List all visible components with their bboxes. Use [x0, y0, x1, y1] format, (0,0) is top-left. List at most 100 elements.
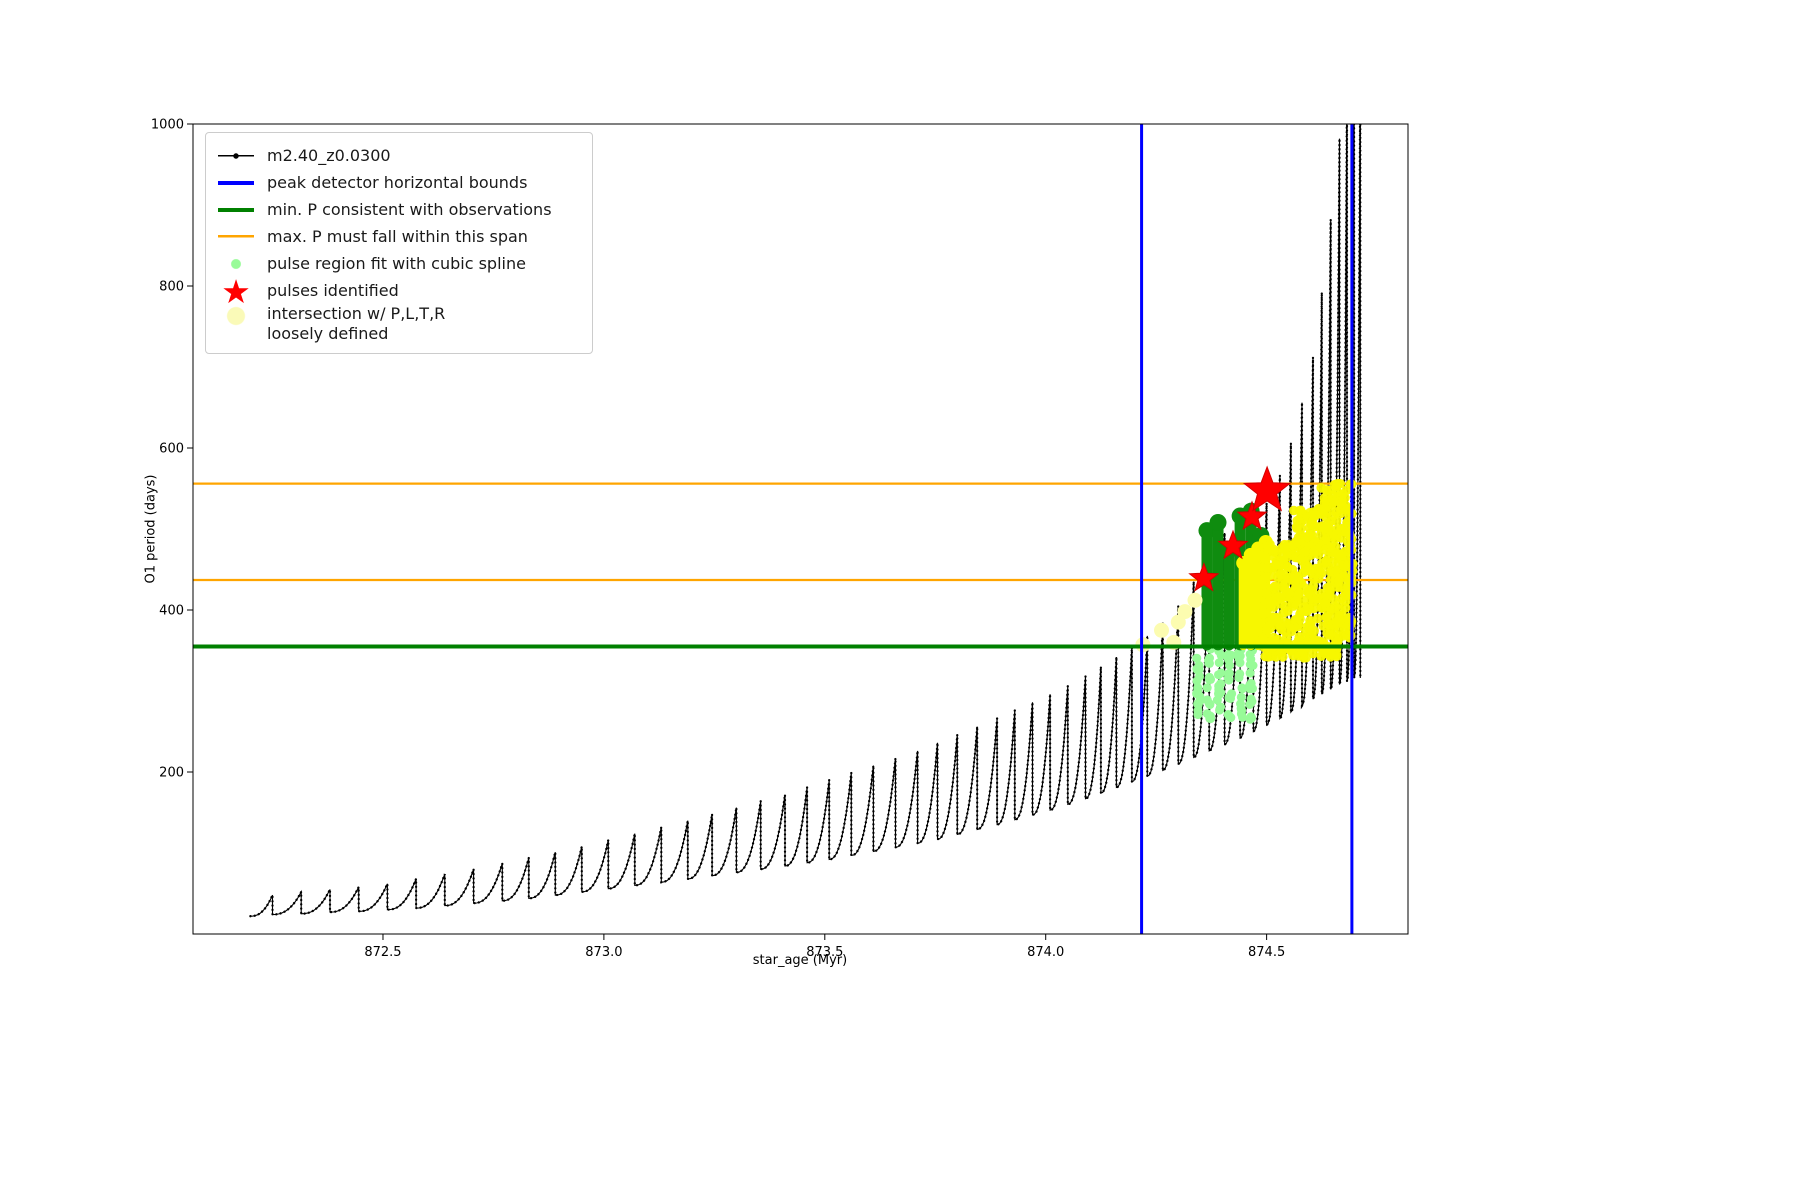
legend-item-track: m2.40_z0.0300 [218, 142, 580, 169]
intersection-point [1325, 586, 1335, 597]
spline-fit-point [1192, 664, 1202, 674]
intersection-point [1304, 530, 1314, 541]
spline-fit-point [1212, 695, 1222, 705]
intersection-point [1258, 633, 1268, 644]
spline-fit-point [1192, 653, 1202, 663]
intersection-loose-point [1154, 622, 1169, 638]
intersection-point [1294, 632, 1305, 642]
intersection-point [1312, 613, 1323, 624]
spline-fit-point [1235, 651, 1245, 661]
y-tick-label: 1000 [151, 118, 184, 133]
intersection-point [1332, 481, 1342, 492]
legend-item-pulses: ★ pulses identified [218, 271, 580, 311]
intersection-point [1267, 597, 1277, 607]
legend-item-peak-bounds: peak detector horizontal bounds [218, 169, 580, 196]
plot-frame [192, 123, 1409, 935]
intersection-point [1301, 565, 1312, 576]
lightgreen-dot-marker-icon [218, 253, 254, 274]
spline-fit-point [1223, 673, 1233, 683]
legend: m2.40_z0.0300 peak detector horizontal b… [205, 132, 593, 354]
spline-fit-point [1214, 658, 1224, 668]
intersection-point [1291, 537, 1302, 548]
intersection-point [1336, 497, 1347, 508]
intersection-point [1297, 647, 1308, 658]
intersection-point [1267, 616, 1277, 626]
spline-fit-point [1193, 706, 1203, 715]
intersection-point [1332, 524, 1342, 535]
spline-fit-point [1246, 712, 1256, 722]
x-tick-label: 874.0 [1027, 945, 1064, 960]
intersection-loose-point [1177, 604, 1193, 620]
orange-line-marker-icon [218, 226, 254, 247]
intersection-point [1325, 575, 1336, 585]
x-tick-label: 874.5 [1248, 945, 1285, 960]
legend-item-label: peak detector horizontal bounds [267, 172, 528, 192]
legend-item-label: min. P consistent with observations [267, 199, 552, 219]
legend-item-min-p: min. P consistent with observations [218, 196, 580, 223]
spline-fit-point [1202, 695, 1212, 705]
intersection-point [1292, 599, 1302, 610]
spline-fit-point [1192, 676, 1202, 686]
intersection-point [1306, 520, 1317, 530]
legend-item-label: max. P must fall within this span [267, 226, 528, 246]
intersection-point [1334, 631, 1345, 642]
intersection-point [1319, 497, 1330, 508]
spline-fit-point [1205, 713, 1215, 723]
intersection-point [1331, 507, 1342, 518]
intersection-point [1282, 632, 1292, 642]
intersection-point [1333, 582, 1343, 592]
spline-fit-point [1246, 694, 1256, 704]
intersection-point [1295, 614, 1305, 624]
intersection-point [1331, 565, 1341, 576]
x-tick-label: 873.0 [585, 945, 622, 960]
green-line-marker-icon [218, 199, 254, 220]
spline-fit-point [1205, 675, 1214, 685]
intersection-point [1309, 603, 1319, 614]
intersection-point [1316, 568, 1327, 578]
intersection-point [1305, 626, 1315, 636]
spline-fit-point [1193, 683, 1203, 693]
x-tick-label: 873.5 [806, 945, 843, 960]
legend-item-label: m2.40_z0.0300 [267, 145, 391, 165]
spline-fit-point [1238, 712, 1247, 722]
spline-fit-point [1225, 660, 1234, 670]
spline-fit-point [1216, 702, 1226, 712]
intersection-point [1318, 621, 1328, 631]
intersection-point [1308, 581, 1319, 591]
intersection-point [1322, 508, 1332, 518]
intersection-point [1320, 535, 1331, 545]
intersection-point [1289, 505, 1299, 516]
intersection-point [1333, 548, 1344, 559]
intersection-point [1261, 563, 1272, 573]
intersection-point [1343, 614, 1353, 624]
spline-fit-point [1216, 679, 1226, 689]
spline-fit-point [1245, 668, 1255, 678]
spline-fit-point [1236, 704, 1246, 714]
pulse-star [1242, 465, 1292, 512]
spline-fit-point [1205, 658, 1214, 668]
spline-fit-point [1235, 669, 1245, 679]
intersection-point [1342, 503, 1352, 514]
intersection-point [1275, 621, 1285, 631]
spline-fit-point [1244, 681, 1254, 691]
spline-fit-point [1216, 668, 1226, 678]
spline-fit-point [1226, 650, 1236, 660]
red-star-marker-icon: ★ [221, 271, 251, 311]
intersection-point [1282, 562, 1293, 572]
legend-item-label: pulse region fit with cubic spline [267, 253, 526, 273]
intersection-point [1329, 497, 1339, 507]
intersection-point [1300, 547, 1310, 557]
spline-fit-point [1235, 658, 1245, 668]
intersection-point [1316, 588, 1327, 599]
y-tick-label: 800 [159, 280, 184, 295]
intersection-point [1317, 603, 1327, 613]
track-point-markers [249, 124, 1362, 918]
legend-item-label: pulses identified [267, 280, 399, 300]
spline-fit-point [1225, 712, 1235, 722]
intersection-point [1260, 651, 1270, 662]
legend-item-max-p: max. P must fall within this span [218, 223, 580, 250]
intersection-point [1295, 505, 1306, 516]
y-tick-label: 600 [159, 442, 184, 457]
intersection-point [1331, 617, 1341, 627]
